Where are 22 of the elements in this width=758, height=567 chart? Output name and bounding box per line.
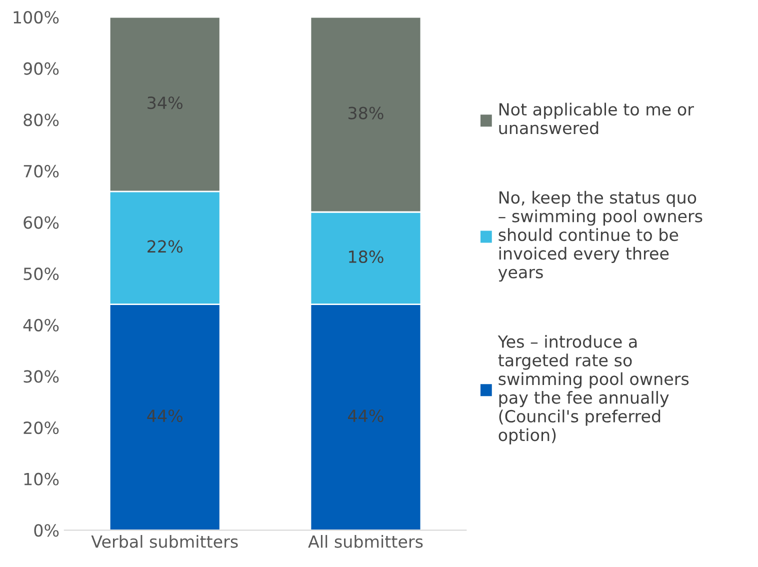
y-tick-label: 30%: [24, 370, 59, 383]
y-tick-label: 40%: [23, 318, 59, 332]
x-tick-label: Verbal submitters: [91, 535, 238, 548]
y-tick-label: 100%: [14, 10, 59, 24]
legend-label: No, keep the status quo – swimming pool owners should continue to be invoiced every three years: [498, 190, 702, 282]
legend-label: Yes – introduce a targeted rate so swimming pool owners pay the fee annually (Council's preferred option): [498, 334, 689, 444]
y-tick-label: 10%: [24, 472, 59, 486]
y-tick-label: 80%: [24, 114, 59, 126]
y-tick-label: 0%: [34, 524, 59, 537]
data-label: 38%: [348, 106, 384, 120]
y-tick-label: 90%: [24, 62, 59, 75]
legend-label: Not applicable to me or unanswered: [499, 102, 694, 134]
x-tick-label: All submitters: [308, 535, 423, 548]
data-label: 44%: [348, 409, 384, 422]
y-tick-label: 70%: [24, 164, 59, 178]
y-tick-label: 60%: [24, 216, 59, 229]
y-tick-label: 50%: [24, 268, 59, 280]
data-label: 44%: [147, 409, 182, 422]
y-tick-label: 20%: [24, 421, 59, 434]
data-label: 34%: [148, 96, 182, 110]
data-label: 18%: [349, 250, 384, 264]
data-label: 22%: [148, 240, 182, 253]
